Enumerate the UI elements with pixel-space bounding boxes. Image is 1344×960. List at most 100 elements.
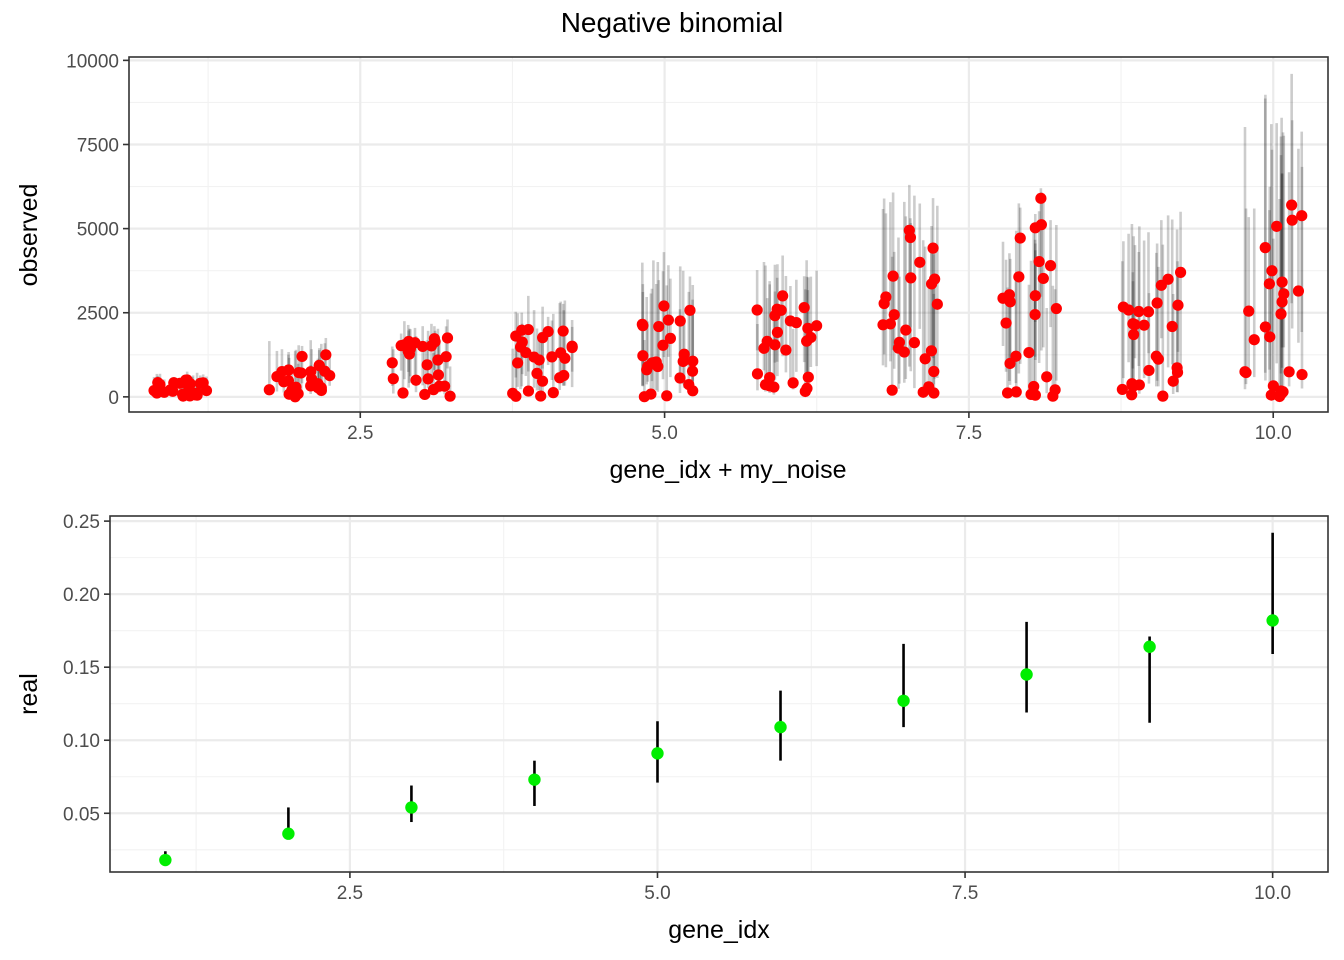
bottom-data-point xyxy=(651,747,664,760)
bottom-y-tick-label: 0.10 xyxy=(63,731,100,752)
top-data-point xyxy=(802,322,814,334)
top-data-point xyxy=(1286,214,1298,226)
top-data-point xyxy=(566,341,578,354)
top-data-point xyxy=(1126,389,1138,401)
top-data-point xyxy=(320,349,332,361)
top-data-point xyxy=(432,369,445,381)
top-data-point xyxy=(1004,296,1016,308)
top-y-tick-label: 10000 xyxy=(66,51,119,72)
top-data-point xyxy=(925,345,938,357)
top-points xyxy=(148,192,1308,403)
top-data-point xyxy=(1047,390,1059,402)
top-data-point xyxy=(293,366,305,379)
top-data-point xyxy=(417,340,429,353)
top-data-point xyxy=(641,364,653,376)
top-x-tick-label: 2.5 xyxy=(347,423,373,444)
top-data-point xyxy=(315,382,327,394)
top-data-point xyxy=(787,377,799,389)
bottom-y-tick-label: 0.15 xyxy=(63,658,100,679)
top-y-axis-title: observed xyxy=(15,184,43,287)
top-y-tick-label: 0 xyxy=(108,388,119,409)
top-data-point xyxy=(886,384,898,396)
top-data-point xyxy=(1010,386,1022,398)
top-data-point xyxy=(1037,272,1049,285)
top-data-point xyxy=(927,242,939,254)
top-data-point xyxy=(1275,308,1287,320)
top-data-point xyxy=(662,314,675,326)
bottom-x-tick-label: 5.0 xyxy=(644,883,670,904)
top-data-point xyxy=(658,300,670,312)
bottom-x-tick-label: 7.5 xyxy=(952,883,978,904)
bottom-panel-border xyxy=(109,515,1329,873)
top-data-point xyxy=(444,390,456,402)
top-data-point xyxy=(410,374,422,386)
top-data-point xyxy=(637,320,649,332)
top-data-point xyxy=(904,231,917,244)
top-data-point xyxy=(678,348,690,360)
top-data-point xyxy=(547,387,559,399)
top-data-point xyxy=(674,372,686,384)
top-data-point xyxy=(174,377,186,389)
top-data-point xyxy=(888,309,900,321)
top-data-point xyxy=(638,391,650,403)
top-data-point xyxy=(657,339,669,351)
top-data-point xyxy=(1151,297,1163,309)
top-data-point xyxy=(306,373,318,385)
top-data-point xyxy=(893,336,906,348)
top-data-point xyxy=(520,346,532,359)
bottom-y-tick-label: 0.25 xyxy=(63,512,100,533)
top-data-point xyxy=(1155,279,1167,291)
top-data-point xyxy=(661,390,673,402)
top-data-point xyxy=(422,373,434,385)
top-data-point xyxy=(1286,199,1298,211)
chart-title: Negative binomial xyxy=(561,7,784,38)
top-data-point xyxy=(1171,366,1184,378)
top-data-point xyxy=(1014,232,1026,244)
top-data-point xyxy=(292,388,304,400)
top-data-point xyxy=(1152,353,1164,365)
top-data-point xyxy=(512,357,524,369)
top-data-point xyxy=(1259,242,1271,254)
top-data-point xyxy=(1035,219,1047,231)
top-panel-border xyxy=(128,56,1329,413)
top-data-point xyxy=(510,390,522,402)
top-data-point xyxy=(533,354,545,366)
top-data-point xyxy=(919,353,931,365)
top-data-point xyxy=(1271,220,1283,232)
top-x-axis-title: gene_idx + my_noise xyxy=(610,456,847,484)
top-data-point xyxy=(687,355,699,367)
top-data-point xyxy=(183,386,195,398)
top-data-point xyxy=(780,344,792,356)
top-data-point xyxy=(884,318,896,330)
top-data-point xyxy=(771,326,784,338)
top-data-point xyxy=(1000,317,1012,329)
top-data-point xyxy=(1050,302,1062,315)
top-data-point xyxy=(1138,319,1150,331)
top-data-point xyxy=(1243,305,1255,317)
bottom-data-point xyxy=(1143,640,1156,653)
top-data-point xyxy=(900,324,912,336)
top-data-point xyxy=(802,371,814,383)
top-data-point xyxy=(1029,290,1041,302)
top-data-point xyxy=(928,365,940,378)
top-data-point xyxy=(1174,266,1187,278)
bottom-data-point xyxy=(528,773,541,786)
top-data-point xyxy=(419,388,431,401)
top-y-tick-label: 2500 xyxy=(77,304,119,325)
top-data-point xyxy=(421,359,433,371)
bottom-grid xyxy=(110,516,1328,872)
top-data-point xyxy=(805,331,817,344)
top-data-point xyxy=(1010,350,1022,362)
top-data-point xyxy=(558,369,570,382)
top-panel: 2.5 5.0 7.5 10.0 0 2500 5000 7500 10000 gene_idx… xyxy=(15,51,1329,484)
top-data-point xyxy=(1143,364,1155,377)
bottom-ticks: 2.5 5.0 7.5 10.0 0.05 0.10 0.15 0.20 0.25 xyxy=(63,512,1291,904)
top-data-point xyxy=(429,336,441,348)
top-data-point xyxy=(1240,366,1252,379)
top-data-point xyxy=(151,387,163,399)
top-data-point xyxy=(1296,368,1308,381)
top-y-tick-label: 7500 xyxy=(77,135,119,156)
top-data-point xyxy=(387,373,399,385)
top-data-point xyxy=(1123,304,1135,316)
top-data-point xyxy=(263,384,275,396)
